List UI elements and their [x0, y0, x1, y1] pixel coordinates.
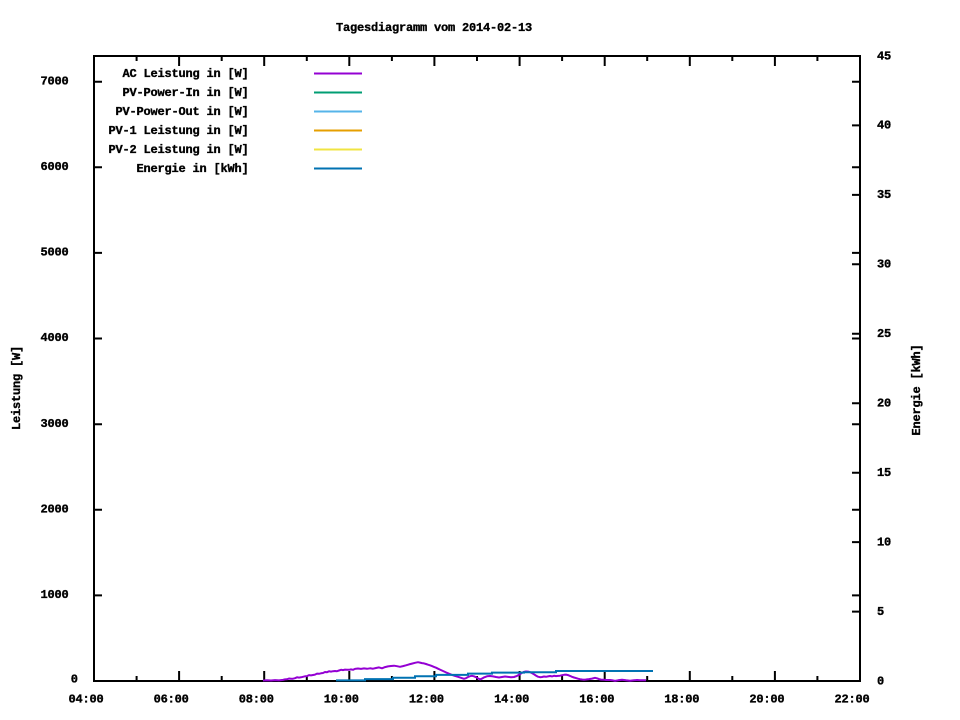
svg-text:PV-2 Leistung in [W]: PV-2 Leistung in [W] [108, 143, 248, 157]
svg-text:15: 15 [877, 466, 891, 480]
svg-text:25: 25 [877, 327, 891, 341]
svg-text:Energie [kWh]: Energie [kWh] [910, 344, 924, 435]
svg-text:22:00: 22:00 [834, 693, 869, 707]
svg-text:0: 0 [71, 673, 78, 687]
svg-text:6000: 6000 [40, 160, 68, 174]
svg-text:40: 40 [877, 119, 891, 133]
svg-text:10:00: 10:00 [324, 693, 359, 707]
svg-text:06:00: 06:00 [154, 693, 189, 707]
svg-text:7000: 7000 [40, 74, 68, 88]
svg-text:04:00: 04:00 [68, 693, 103, 707]
svg-text:16:00: 16:00 [579, 693, 614, 707]
svg-text:12:00: 12:00 [409, 693, 444, 707]
svg-text:20: 20 [877, 397, 891, 411]
svg-text:5000: 5000 [40, 246, 68, 260]
svg-text:20:00: 20:00 [749, 693, 784, 707]
svg-text:08:00: 08:00 [239, 693, 274, 707]
svg-text:18:00: 18:00 [664, 693, 699, 707]
svg-text:14:00: 14:00 [494, 693, 529, 707]
svg-text:30: 30 [877, 258, 891, 272]
svg-text:Energie in [kWh]: Energie in [kWh] [136, 162, 248, 176]
svg-text:AC Leistung in [W]: AC Leistung in [W] [122, 67, 248, 81]
svg-text:45: 45 [877, 49, 891, 63]
svg-text:PV-Power-Out in [W]: PV-Power-Out in [W] [115, 105, 248, 119]
svg-text:0: 0 [877, 674, 884, 688]
svg-text:2000: 2000 [40, 502, 68, 516]
svg-text:Tagesdiagramm vom 2014-02-13: Tagesdiagramm vom 2014-02-13 [336, 21, 532, 35]
svg-text:35: 35 [877, 188, 891, 202]
svg-text:5: 5 [877, 605, 884, 619]
svg-text:10: 10 [877, 535, 891, 549]
svg-text:PV-Power-In in [W]: PV-Power-In in [W] [122, 86, 248, 100]
svg-text:1000: 1000 [40, 588, 68, 602]
svg-text:3000: 3000 [40, 417, 68, 431]
svg-text:PV-1 Leistung in [W]: PV-1 Leistung in [W] [108, 124, 248, 138]
svg-text:4000: 4000 [40, 331, 68, 345]
svg-text:Leistung [W]: Leistung [W] [10, 346, 24, 430]
